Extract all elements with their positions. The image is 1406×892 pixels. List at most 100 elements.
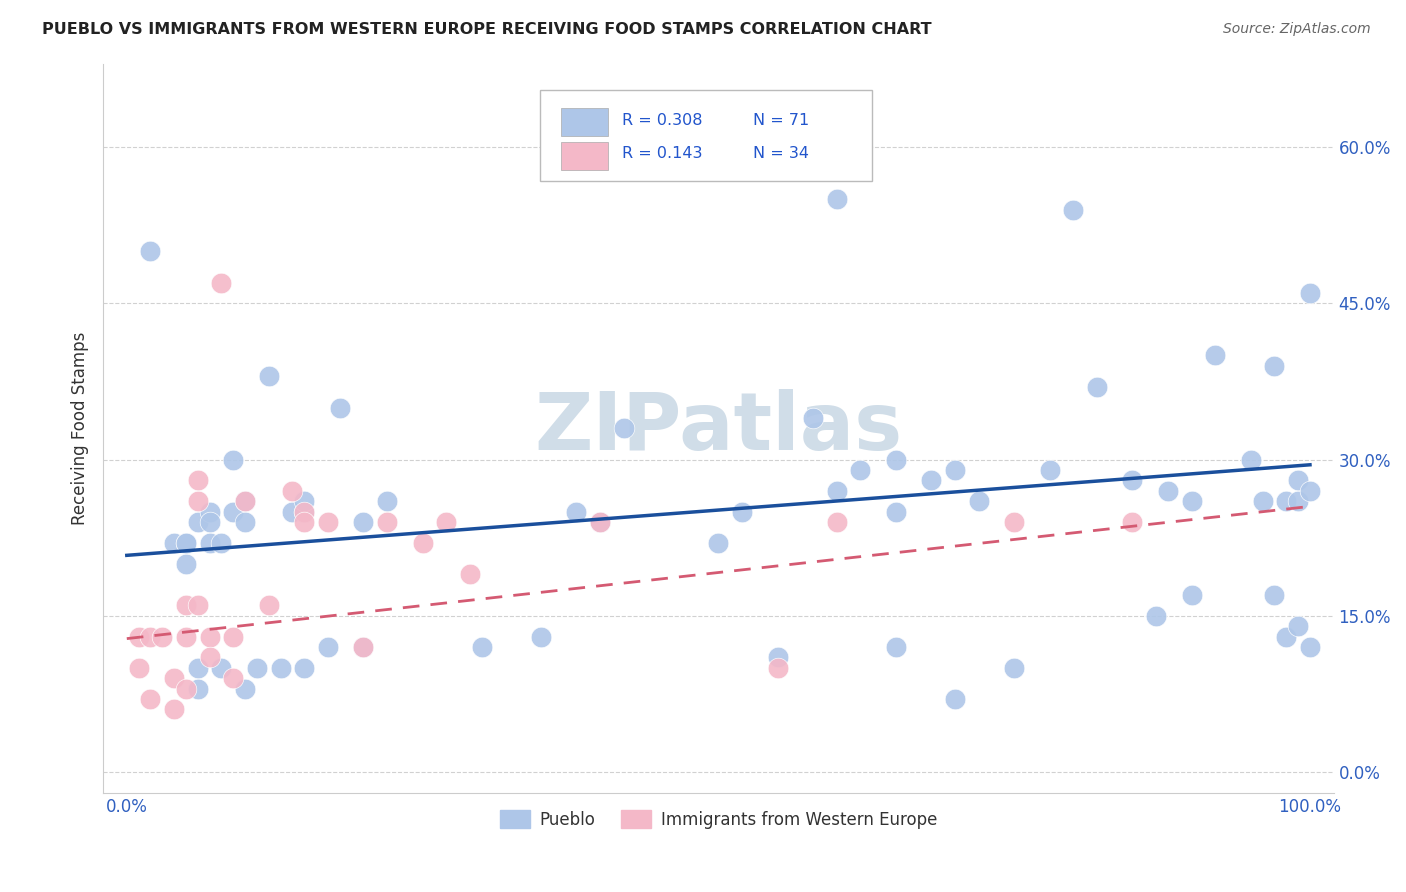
Point [1263, 588, 1285, 602]
Point [211, 536, 233, 550]
Point [967, 494, 990, 508]
Point [1002, 661, 1025, 675]
Point [233, 515, 256, 529]
Point [707, 536, 730, 550]
Point [128, 661, 150, 675]
Point [943, 692, 966, 706]
Point [1002, 515, 1025, 529]
Point [565, 505, 588, 519]
Point [198, 630, 221, 644]
Point [233, 494, 256, 508]
Text: ZIPatlas: ZIPatlas [534, 389, 903, 467]
Point [174, 630, 197, 644]
Point [187, 599, 209, 613]
Point [1181, 494, 1204, 508]
Point [1299, 286, 1322, 301]
Point [884, 452, 907, 467]
Point [943, 463, 966, 477]
Point [1062, 202, 1084, 217]
Point [1144, 608, 1167, 623]
Point [163, 536, 186, 550]
Point [1275, 494, 1298, 508]
Point [233, 681, 256, 696]
Point [589, 515, 612, 529]
Point [270, 661, 292, 675]
Point [316, 640, 339, 654]
Point [1157, 483, 1180, 498]
Point [187, 661, 209, 675]
Text: N = 71: N = 71 [752, 112, 808, 128]
Point [281, 483, 304, 498]
Point [174, 536, 197, 550]
Point [352, 640, 374, 654]
Point [174, 536, 197, 550]
Point [329, 401, 352, 415]
Point [1240, 452, 1263, 467]
Point [316, 515, 339, 529]
Y-axis label: Receiving Food Stamps: Receiving Food Stamps [72, 332, 89, 525]
Point [1181, 588, 1204, 602]
Point [198, 515, 221, 529]
Point [163, 702, 186, 716]
Point [825, 193, 848, 207]
Point [1204, 349, 1226, 363]
Point [281, 505, 304, 519]
Point [174, 557, 197, 571]
Point [292, 494, 315, 508]
Point [530, 630, 553, 644]
Text: R = 0.308: R = 0.308 [623, 112, 703, 128]
Point [1039, 463, 1062, 477]
FancyBboxPatch shape [561, 142, 607, 169]
Point [801, 411, 824, 425]
Point [849, 463, 872, 477]
Point [139, 244, 162, 259]
Point [222, 452, 245, 467]
Point [375, 494, 398, 508]
Point [198, 650, 221, 665]
Point [613, 421, 636, 435]
Point [1121, 515, 1143, 529]
Point [292, 505, 315, 519]
Point [434, 515, 457, 529]
FancyBboxPatch shape [561, 108, 607, 136]
Point [731, 505, 754, 519]
Point [352, 515, 374, 529]
Point [257, 599, 280, 613]
Point [222, 630, 245, 644]
Point [1251, 494, 1274, 508]
Point [884, 640, 907, 654]
Point [589, 515, 612, 529]
Point [1299, 640, 1322, 654]
Point [139, 630, 162, 644]
Point [222, 505, 245, 519]
Point [292, 661, 315, 675]
Point [352, 640, 374, 654]
Point [1299, 483, 1322, 498]
Point [198, 536, 221, 550]
Point [174, 681, 197, 696]
Point [211, 661, 233, 675]
Point [1263, 359, 1285, 373]
Legend: Pueblo, Immigrants from Western Europe: Pueblo, Immigrants from Western Europe [494, 804, 943, 835]
Point [150, 630, 173, 644]
Point [766, 650, 789, 665]
Point [174, 599, 197, 613]
Point [1286, 474, 1309, 488]
Point [187, 474, 209, 488]
Point [211, 276, 233, 290]
Point [1286, 494, 1309, 508]
Point [233, 494, 256, 508]
Point [825, 515, 848, 529]
Point [1286, 619, 1309, 633]
Point [884, 505, 907, 519]
FancyBboxPatch shape [540, 89, 872, 181]
Text: R = 0.143: R = 0.143 [623, 146, 703, 161]
Point [292, 515, 315, 529]
Point [766, 661, 789, 675]
Point [128, 630, 150, 644]
Text: N = 34: N = 34 [752, 146, 808, 161]
Point [292, 505, 315, 519]
Point [920, 474, 942, 488]
Point [257, 369, 280, 384]
Point [412, 536, 434, 550]
